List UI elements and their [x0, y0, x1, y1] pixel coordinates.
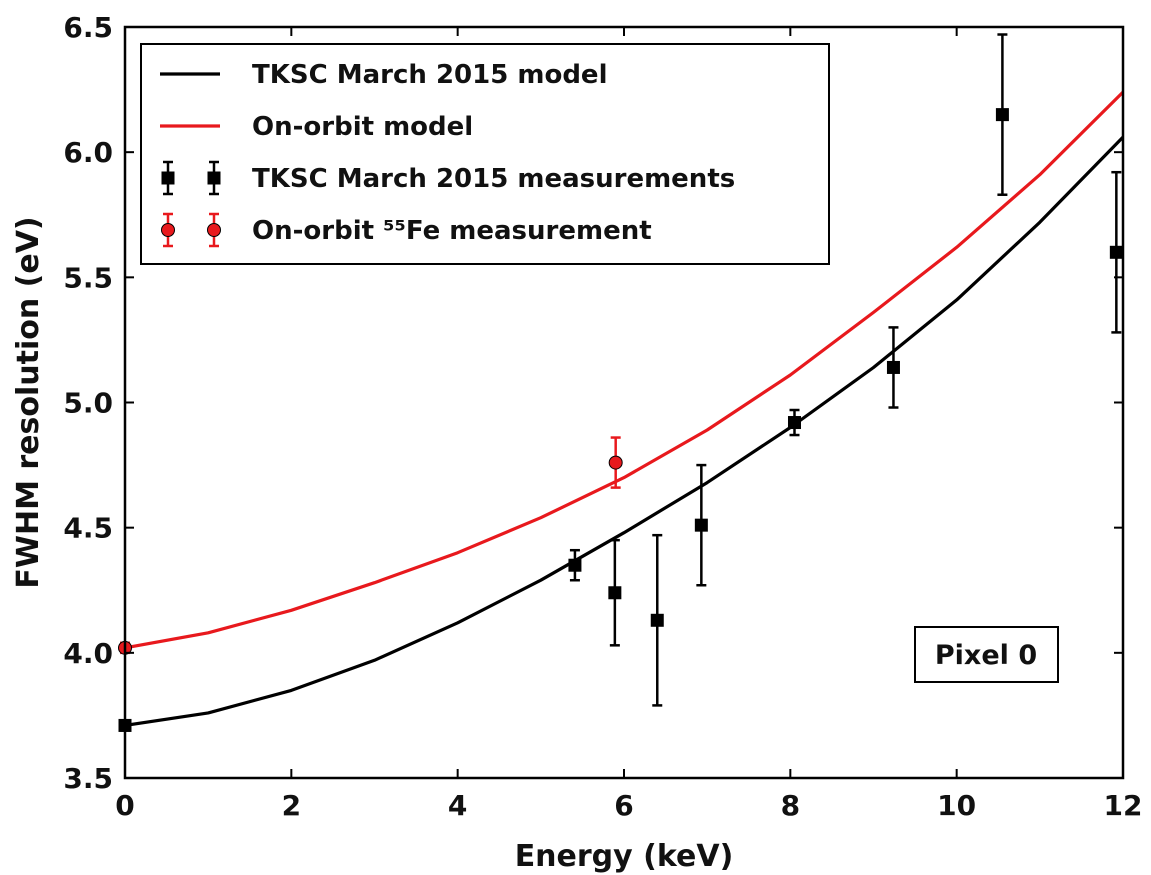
x-tick-label: 6 [614, 789, 633, 822]
annotation-text: Pixel 0 [935, 640, 1037, 671]
legend-swatch-square [161, 171, 175, 185]
x-tick-label: 4 [448, 789, 467, 822]
legend-entries: TKSC March 2015 model On-orbit model TKSC … [160, 60, 735, 248]
y-tick-label: 5.0 [63, 387, 113, 420]
legend-swatch-square [207, 171, 221, 185]
y-tick-label: 5.5 [63, 261, 113, 294]
legend-box [140, 43, 830, 265]
y-tick-label: 6.5 [63, 11, 113, 44]
data-point-square [608, 586, 622, 600]
x-tick-label: 2 [282, 789, 301, 822]
y-tick-label: 4.5 [63, 512, 113, 545]
data-point-square [568, 558, 582, 572]
series-line-on-orbit-model [124, 90, 1125, 650]
axis-ticks: 0 2 4 6 8 10 12 3.5 4.0 4.5 5.0 5.5 6.0 6.5 [63, 11, 1142, 822]
data-point-square [886, 360, 900, 374]
series-line-tksc-march-2015-model [124, 135, 1125, 727]
x-axis-label: Energy (keV) [515, 839, 734, 874]
x-tick-label: 10 [937, 789, 976, 822]
y-tick-label: 4.0 [63, 637, 113, 670]
legend-label: On-orbit model [252, 112, 473, 142]
y-tick-label: 6.0 [63, 136, 113, 169]
legend-label: TKSC March 2015 measurements [252, 164, 735, 194]
legend-swatch-circle [207, 223, 221, 237]
data-point-circle [608, 455, 623, 470]
data-point-square [1109, 245, 1123, 259]
plot-area [118, 33, 1125, 732]
x-tick-label: 0 [115, 789, 134, 822]
x-tick-label: 12 [1104, 789, 1143, 822]
legend: TKSC March 2015 model On-orbit model TKSC … [140, 43, 830, 265]
data-point-square [694, 518, 708, 532]
legend-label: TKSC March 2015 model [252, 60, 607, 90]
legend-swatch-circle [161, 223, 175, 237]
y-axis-label: FWHM resolution (eV) [11, 216, 46, 588]
data-point-square [995, 108, 1009, 122]
pixel-annotation: Pixel 0 [914, 626, 1059, 683]
x-tick-label: 8 [781, 789, 800, 822]
y-tick-label: 3.5 [63, 762, 113, 795]
legend-label: On-orbit ⁵⁵Fe measurement [252, 216, 652, 246]
annotation-box [914, 626, 1059, 683]
data-point-square [787, 416, 801, 430]
data-point-square [650, 613, 664, 627]
